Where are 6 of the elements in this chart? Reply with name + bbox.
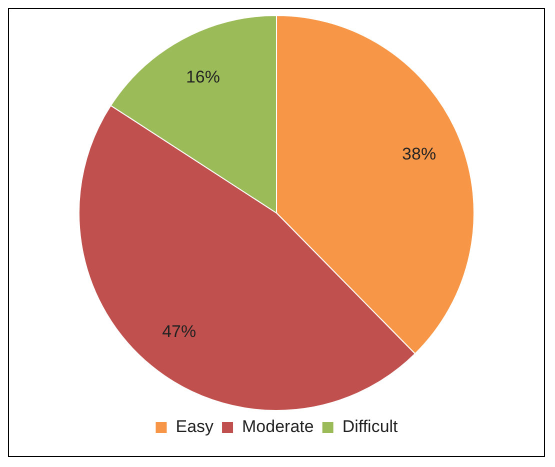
legend-label: Moderate: [242, 417, 314, 436]
legend-label: Easy: [176, 417, 214, 436]
legend-label: Difficult: [342, 417, 398, 436]
data-label: 38%: [402, 144, 436, 164]
data-label: 16%: [186, 67, 220, 86]
data-label: 47%: [162, 322, 196, 342]
